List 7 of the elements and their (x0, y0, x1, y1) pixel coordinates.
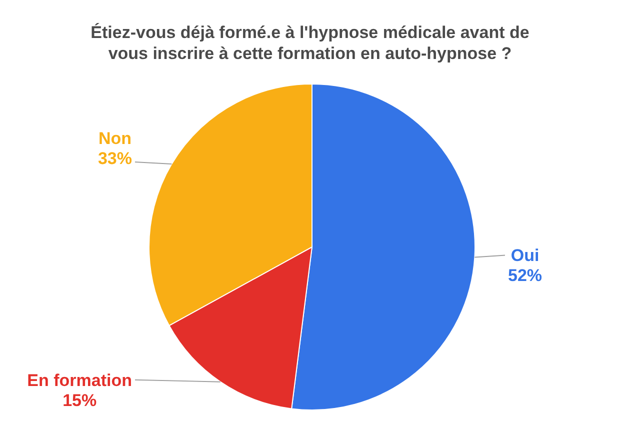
data-label: 33% (98, 149, 132, 168)
slice-label: En formation (27, 370, 132, 390)
data-label: 52% (508, 266, 542, 286)
slice-label: Non (98, 129, 132, 148)
chart-title: Étiez-vous déjà formé.e à l'hypnose médicale avant de vous inscrire à cette formation en auto-hypnose ? (90, 22, 530, 63)
slice-label: Oui (510, 246, 540, 266)
data-label: 15% (62, 390, 97, 410)
